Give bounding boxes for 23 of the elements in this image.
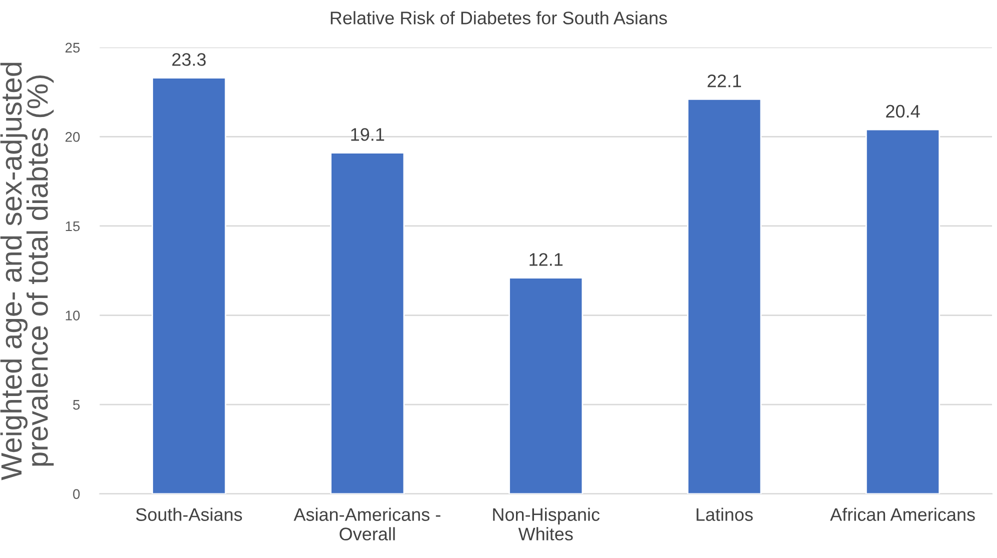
bar: [330, 152, 405, 494]
x-tick-label: African Americans: [830, 508, 975, 521]
data-label: 22.1: [708, 74, 742, 88]
y-tick-label: 25: [66, 42, 80, 53]
x-tick-label: South-Asians: [136, 508, 242, 521]
data-label: 19.1: [351, 128, 384, 141]
bar: [866, 128, 940, 494]
y-tick-label: 20: [66, 132, 80, 142]
chart-title: Relative Risk of Diabetes for South Asians: [330, 11, 667, 24]
bar: [508, 277, 584, 494]
y-axis-title: Weighted age- and sex-adjusted prevalence of total diabtes (%): [0, 62, 54, 480]
x-tick-label: Latinos: [696, 508, 753, 521]
data-label: 20.4: [886, 104, 920, 118]
bar: [687, 98, 762, 494]
data-label: 12.1: [530, 253, 563, 266]
y-tick-label: 0: [73, 489, 80, 499]
y-tick-label: 15: [66, 221, 80, 232]
y-tick-label: 10: [66, 310, 80, 320]
bar: [152, 77, 226, 494]
x-tick-label: Asian-Americans - Overall: [294, 508, 440, 540]
x-tick-label: Non-Hispanic Whites: [493, 508, 600, 540]
y-tick-label: 5: [73, 400, 80, 410]
data-label: 23.3: [172, 53, 206, 66]
